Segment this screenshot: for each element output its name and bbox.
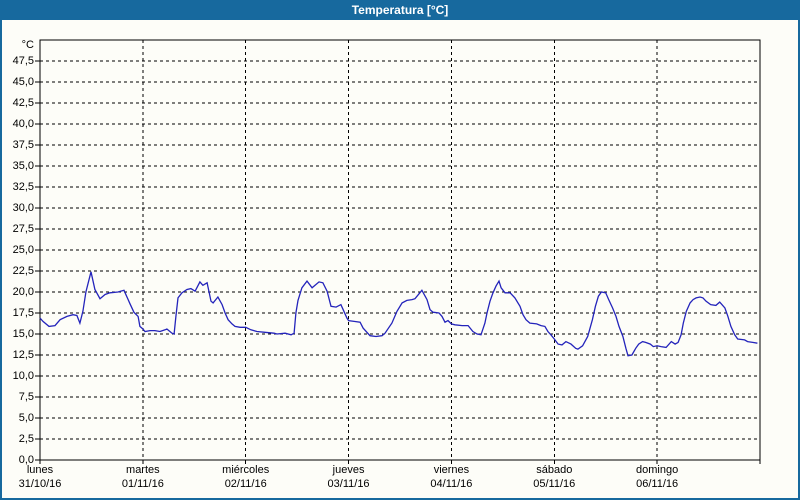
x-date-label: 05/11/16: [533, 478, 576, 490]
y-tick-label: 37,5: [12, 138, 34, 151]
y-tick-label: 12,5: [12, 348, 34, 361]
x-date-label: 02/11/16: [224, 478, 267, 490]
y-tick-label: 47,5: [12, 54, 34, 67]
x-day-label: martes: [126, 464, 160, 476]
y-tick-label: 20,0: [12, 285, 34, 298]
y-tick-label: 25,0: [12, 243, 34, 256]
x-day-label: miércoles: [222, 464, 270, 476]
plot-border: [39, 39, 761, 461]
chart-title: Temperatura [°C]: [351, 3, 449, 17]
y-tick-label: 42,5: [12, 96, 34, 109]
y-tick-label: 22,5: [12, 264, 34, 277]
y-tick-label: 0,0: [18, 453, 34, 466]
x-date-label: 01/11/16: [121, 478, 164, 490]
temperature-line: [39, 271, 758, 357]
y-tick-label: 2,5: [18, 432, 34, 445]
x-day-label: jueves: [332, 464, 365, 476]
x-date-label: 04/11/16: [430, 478, 473, 490]
y-tick-label: 27,5: [12, 222, 34, 235]
x-day-label: domingo: [636, 464, 679, 476]
title-bar: Temperatura [°C]: [0, 0, 800, 20]
y-tick-label: 17,5: [12, 306, 34, 319]
x-date-label: 06/11/16: [636, 478, 679, 490]
y-tick-label: 40,0: [12, 117, 34, 130]
x-date-label: 31/10/16: [18, 478, 62, 490]
y-tick-label: 32,5: [12, 180, 34, 193]
y-axis-unit-label: °C: [21, 39, 34, 51]
y-tick-label: 5,0: [18, 411, 34, 424]
x-day-label: sábado: [536, 464, 573, 476]
x-day-label: lunes: [26, 464, 54, 476]
y-tick-label: 15,0: [12, 327, 34, 340]
y-tick-label: 35,0: [12, 159, 34, 172]
x-day-label: viernes: [433, 464, 470, 476]
plot-area: [35, 39, 761, 464]
y-tick-label: 7,5: [18, 390, 34, 403]
y-tick-label: 10,0: [12, 369, 34, 382]
y-tick-label: 45,0: [12, 75, 34, 88]
x-date-label: 03/11/16: [327, 478, 370, 490]
y-tick-label: 30,0: [12, 201, 34, 214]
